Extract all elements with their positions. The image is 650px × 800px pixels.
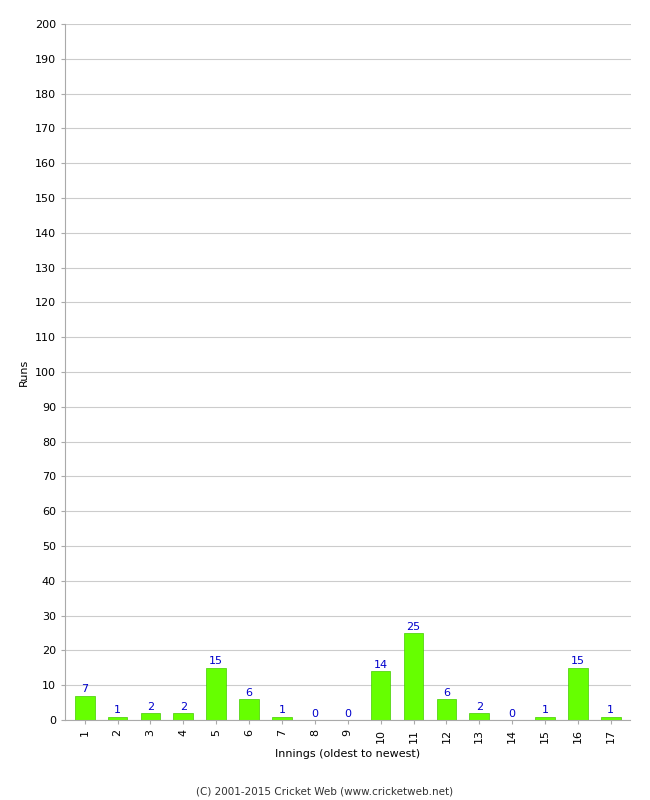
Text: 6: 6 (443, 688, 450, 698)
Bar (535, 717, 555, 720)
Text: 14: 14 (374, 660, 387, 670)
Text: 7: 7 (81, 684, 88, 694)
Text: 2: 2 (180, 702, 187, 712)
Text: (C) 2001-2015 Cricket Web (www.cricketweb.net): (C) 2001-2015 Cricket Web (www.cricketwe… (196, 786, 454, 796)
Text: 1: 1 (607, 705, 614, 715)
Bar (239, 699, 259, 720)
Bar (174, 713, 193, 720)
X-axis label: Innings (oldest to newest): Innings (oldest to newest) (275, 749, 421, 758)
Bar (206, 668, 226, 720)
Text: 15: 15 (209, 657, 223, 666)
Bar (370, 671, 391, 720)
Text: 2: 2 (147, 702, 154, 712)
Bar (404, 633, 423, 720)
Bar (601, 717, 621, 720)
Text: 25: 25 (406, 622, 421, 632)
Text: 2: 2 (476, 702, 483, 712)
Bar (75, 696, 95, 720)
Bar (469, 713, 489, 720)
Text: 1: 1 (114, 705, 121, 715)
Text: 6: 6 (246, 688, 253, 698)
Bar (437, 699, 456, 720)
Y-axis label: Runs: Runs (20, 358, 29, 386)
Text: 1: 1 (278, 705, 285, 715)
Bar (272, 717, 292, 720)
Bar (108, 717, 127, 720)
Text: 15: 15 (571, 657, 585, 666)
Text: 1: 1 (541, 705, 549, 715)
Text: 0: 0 (509, 709, 515, 718)
Bar (140, 713, 161, 720)
Text: 0: 0 (344, 709, 351, 718)
Bar (568, 668, 588, 720)
Text: 0: 0 (311, 709, 318, 718)
